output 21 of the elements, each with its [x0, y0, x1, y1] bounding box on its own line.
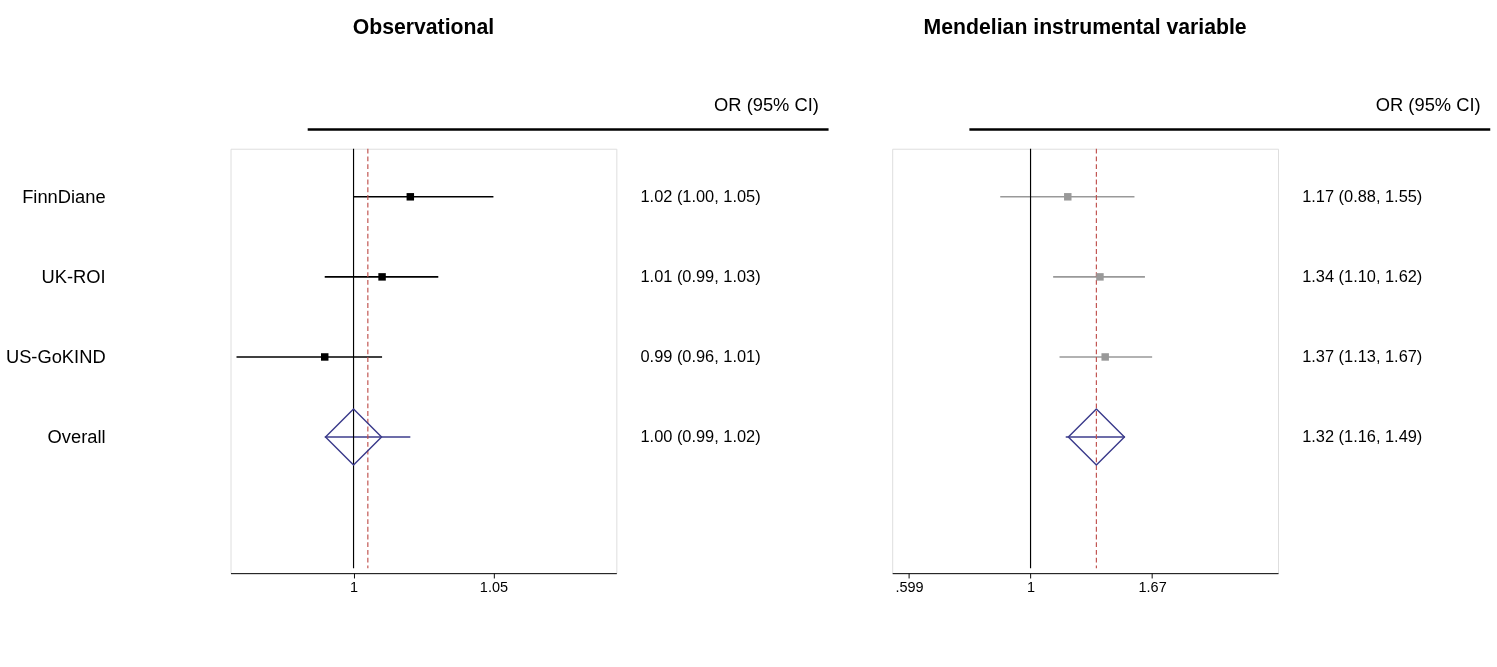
x-tick-label: 1.67 [1138, 578, 1167, 595]
text: 0.99 (0.96, 1.01) [640, 346, 761, 365]
x-tick-label: 1.05 [479, 578, 508, 595]
text: 1.02 (1.00, 1.05) [640, 186, 761, 205]
y-tick-label: UK-ROI [41, 266, 106, 288]
text: OR (95% CI) [1375, 94, 1481, 116]
chart-title: Mendelian instrumental variable [923, 14, 1247, 38]
x-tick-label: 1 [1027, 578, 1036, 595]
text: 1.34 (1.10, 1.62) [1302, 266, 1423, 285]
y-tick-label: US-GoKIND [5, 346, 106, 368]
text: OR (95% CI) [714, 94, 819, 116]
text: 1.00 (0.99, 1.02) [640, 426, 761, 445]
text: 1.32 (1.16, 1.49) [1302, 426, 1423, 445]
text: 1.01 (0.99, 1.03) [640, 266, 761, 285]
chart-title: Observational [352, 14, 495, 38]
x-tick-label: .599 [895, 578, 924, 595]
y-tick-label: FinnDiane [22, 186, 106, 208]
y-tick-label: Overall [47, 426, 106, 448]
x-tick-label: 1 [350, 578, 359, 595]
text: 1.37 (1.13, 1.67) [1302, 346, 1423, 365]
text: 1.17 (0.88, 1.55) [1302, 186, 1423, 205]
